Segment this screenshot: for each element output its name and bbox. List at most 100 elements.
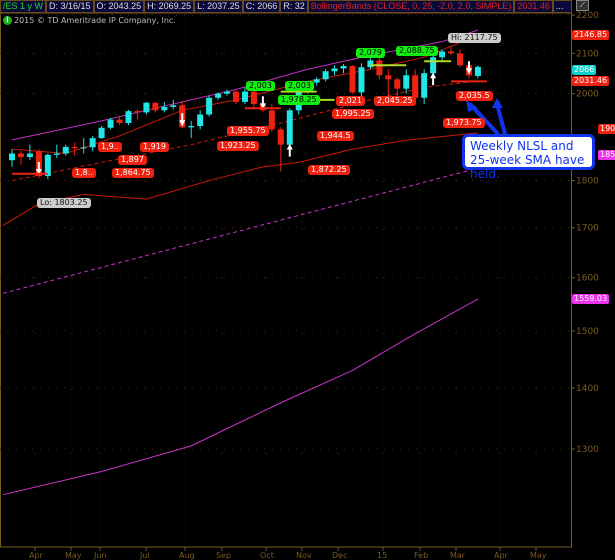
candle-body bbox=[448, 51, 455, 54]
stop-label: 1,919 bbox=[140, 142, 169, 152]
y-tick-label: 1600 bbox=[576, 274, 599, 284]
study-label[interactable]: BollingerBands (CLOSE, 0, 25, -2.0, 2.0,… bbox=[307, 0, 515, 13]
chart-style-toggle-icon[interactable]: ⟋ bbox=[576, 0, 589, 11]
x-tick-label: Apr bbox=[494, 551, 509, 560]
study-value: 2031.46 bbox=[514, 0, 553, 13]
candle-body bbox=[331, 68, 338, 72]
candle-body bbox=[44, 154, 51, 176]
long-moving-average bbox=[2, 298, 479, 496]
copyright-text: 2015 © TD Ameritrade IP Company, Inc. bbox=[14, 16, 176, 25]
candle-body bbox=[89, 138, 96, 148]
y-tick-label: 2100 bbox=[576, 49, 599, 59]
stop-label-green: 2,088.75 bbox=[396, 46, 438, 56]
candle-body bbox=[268, 110, 275, 130]
candle-body bbox=[457, 53, 463, 66]
x-tick-label: May bbox=[530, 551, 547, 560]
candle-body bbox=[9, 153, 15, 161]
buy-arrow-icon bbox=[286, 143, 293, 157]
x-tick-label: Nov bbox=[296, 551, 312, 560]
candle-body bbox=[403, 75, 410, 89]
y-tick-label: 2000 bbox=[576, 90, 599, 100]
x-tick-label: Sep bbox=[216, 551, 231, 560]
candle-body bbox=[125, 111, 132, 124]
info-icon[interactable]: i bbox=[3, 16, 12, 25]
long-ma-tag: 1559.03 bbox=[572, 294, 610, 304]
x-tick-label: Feb bbox=[414, 551, 428, 560]
candle-body bbox=[430, 57, 437, 74]
x-tick-label: 15 bbox=[377, 551, 387, 560]
candle-body bbox=[286, 110, 293, 145]
buy-arrow-icon bbox=[430, 72, 437, 86]
x-tick-label: Dec bbox=[332, 551, 347, 560]
stop-label: 1,973.75 bbox=[443, 118, 485, 128]
stop-label: 1,955.75 bbox=[227, 126, 269, 136]
stop-label-green: 2,079 bbox=[356, 48, 385, 58]
stop-label: 1,897 bbox=[118, 155, 147, 165]
x-tick-label: May bbox=[65, 551, 82, 560]
sell-arrow-icon bbox=[259, 96, 266, 110]
candle-body bbox=[250, 91, 257, 105]
bar-close: C: 2066 bbox=[242, 0, 281, 13]
last-price-tag: 2066 bbox=[572, 65, 597, 75]
candle-body bbox=[394, 79, 401, 89]
candle-body bbox=[170, 105, 177, 107]
stop-label-green: 1,978.25 bbox=[278, 95, 320, 105]
candle-body bbox=[439, 51, 446, 58]
candle-body bbox=[367, 60, 374, 68]
middle-band-tag: 2031.46 bbox=[572, 76, 610, 86]
lo-label: Lo: 1803.25 bbox=[37, 198, 91, 208]
stop-label: 2,021 bbox=[336, 96, 365, 106]
candle-body bbox=[241, 91, 248, 102]
candle-body bbox=[26, 153, 33, 158]
plot-frame bbox=[0, 12, 572, 548]
x-tick-label: Jul bbox=[139, 551, 150, 560]
bar-low: L: 2037.25 bbox=[194, 0, 243, 13]
candle-body bbox=[116, 119, 123, 124]
candle-body bbox=[143, 102, 150, 113]
candle-body bbox=[134, 111, 141, 113]
sell-arrow-icon bbox=[35, 161, 42, 175]
candle-body bbox=[385, 75, 392, 80]
y-tick-label: 1500 bbox=[576, 327, 599, 337]
trend-tag: 1859 bbox=[598, 150, 615, 160]
candle-body bbox=[53, 153, 60, 155]
candle-body bbox=[224, 91, 231, 94]
candle-body bbox=[322, 71, 329, 80]
hi-label: Hi: 2117.75 bbox=[448, 33, 501, 43]
stop-label: 1,995.25 bbox=[332, 109, 374, 119]
candle-body bbox=[98, 127, 105, 139]
symbol-selector[interactable]: /ES 1 y W bbox=[0, 0, 47, 13]
candle-body bbox=[358, 67, 365, 93]
candle-body bbox=[421, 73, 428, 98]
x-tick-label: Aug bbox=[179, 551, 195, 560]
candle-body bbox=[206, 97, 213, 115]
y-tick-label: 1300 bbox=[576, 445, 599, 455]
lower-band-tag: 1907 bbox=[598, 124, 615, 134]
candle-body bbox=[215, 93, 222, 98]
more-button[interactable]: ... bbox=[552, 0, 572, 13]
x-tick-label: Mar bbox=[450, 551, 466, 560]
sell-arrow-icon bbox=[465, 61, 472, 75]
callout-arrowhead-icon bbox=[466, 98, 503, 112]
candle-body bbox=[376, 60, 383, 76]
x-tick-label: Apr bbox=[29, 551, 44, 560]
candle-body bbox=[277, 129, 284, 145]
y-tick-label: 1700 bbox=[576, 224, 599, 234]
candle-body bbox=[107, 119, 114, 128]
candle-body bbox=[340, 66, 347, 69]
chart-header: /ES 1 y W D: 3/16/15 O: 2043.25 H: 2069.… bbox=[0, 0, 572, 13]
candle-body bbox=[71, 146, 78, 149]
trend-line bbox=[2, 153, 532, 294]
stop-label: 1,8.. bbox=[72, 168, 96, 178]
stop-label: 2,045.25 bbox=[374, 96, 416, 106]
candle-body bbox=[161, 106, 168, 111]
bar-high: H: 2069.25 bbox=[144, 0, 195, 13]
candle-body bbox=[62, 146, 69, 154]
stop-label: 2,035.5 bbox=[456, 91, 493, 101]
sell-arrow-icon bbox=[179, 113, 186, 127]
candle-body bbox=[152, 102, 159, 111]
stop-label: 1,923.25 bbox=[217, 141, 259, 151]
candle-body bbox=[313, 79, 320, 83]
stop-label: 1,864.75 bbox=[112, 168, 154, 178]
